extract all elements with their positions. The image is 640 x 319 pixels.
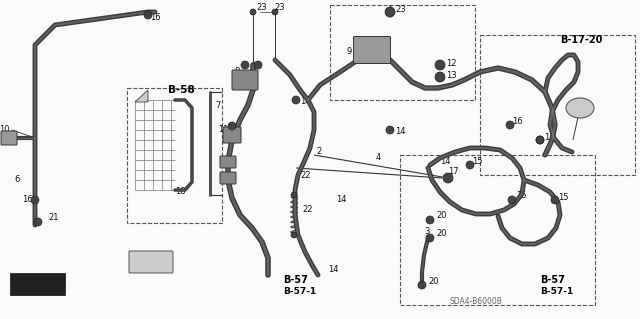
Text: 20: 20 (428, 278, 438, 286)
Text: 20: 20 (436, 229, 447, 239)
Text: 14: 14 (395, 128, 406, 137)
Text: 23: 23 (395, 5, 406, 14)
FancyBboxPatch shape (232, 70, 258, 90)
Circle shape (536, 136, 544, 144)
Circle shape (272, 9, 278, 15)
Circle shape (466, 161, 474, 169)
FancyArrowPatch shape (49, 282, 63, 293)
Circle shape (250, 9, 256, 15)
Bar (480, 35, 635, 175)
FancyBboxPatch shape (220, 156, 236, 168)
Text: 19: 19 (218, 158, 228, 167)
Circle shape (508, 196, 516, 204)
Text: B-57: B-57 (540, 275, 565, 285)
Circle shape (291, 232, 297, 238)
Text: 1: 1 (148, 254, 153, 263)
Text: 14: 14 (328, 265, 339, 275)
Text: 15: 15 (472, 158, 483, 167)
Text: B-17-20: B-17-20 (560, 35, 602, 45)
Text: 23: 23 (256, 4, 267, 12)
Bar (127, 88, 222, 223)
Circle shape (292, 96, 300, 104)
Text: 14: 14 (336, 196, 346, 204)
Text: 21: 21 (48, 213, 58, 222)
Text: 6: 6 (14, 175, 19, 184)
Text: B-57: B-57 (283, 275, 308, 285)
Text: 22: 22 (300, 170, 310, 180)
Text: SDA4-B6000B: SDA4-B6000B (450, 298, 503, 307)
Text: B-57-1: B-57-1 (540, 287, 573, 296)
Circle shape (506, 121, 514, 129)
Ellipse shape (566, 98, 594, 118)
Text: 13: 13 (446, 71, 456, 80)
Circle shape (551, 196, 559, 204)
Circle shape (386, 126, 394, 134)
Text: 5: 5 (582, 108, 588, 116)
FancyBboxPatch shape (223, 127, 241, 143)
Text: 14: 14 (440, 158, 451, 167)
Text: 8: 8 (235, 68, 240, 77)
Circle shape (426, 234, 434, 242)
Text: 16: 16 (22, 196, 33, 204)
Text: 2: 2 (316, 147, 321, 157)
Circle shape (144, 11, 152, 19)
Circle shape (435, 60, 445, 70)
Bar (330, 5, 475, 100)
FancyBboxPatch shape (220, 172, 236, 184)
Text: 17: 17 (448, 167, 459, 176)
Circle shape (34, 218, 42, 226)
Circle shape (443, 173, 453, 183)
Circle shape (435, 72, 445, 82)
Text: 4: 4 (376, 153, 381, 162)
Text: 20: 20 (436, 211, 447, 220)
Circle shape (291, 192, 297, 198)
Text: 10: 10 (0, 125, 10, 135)
Circle shape (31, 196, 39, 204)
Text: 11: 11 (218, 125, 228, 135)
Text: 22: 22 (302, 205, 312, 214)
FancyBboxPatch shape (129, 251, 173, 273)
Circle shape (385, 7, 395, 17)
Circle shape (536, 136, 544, 144)
Circle shape (418, 281, 426, 289)
Text: 14: 14 (544, 133, 554, 143)
Text: 19: 19 (218, 174, 228, 182)
Text: 16: 16 (512, 117, 523, 127)
Text: 23: 23 (274, 4, 285, 12)
Text: 3: 3 (424, 227, 430, 236)
Text: 9: 9 (347, 48, 352, 56)
Text: 7: 7 (215, 101, 220, 110)
Text: B-58: B-58 (168, 85, 195, 95)
Polygon shape (135, 90, 148, 102)
Bar (400, 155, 595, 305)
Text: 15: 15 (558, 192, 568, 202)
Text: 15: 15 (516, 191, 527, 201)
FancyBboxPatch shape (353, 36, 390, 63)
Circle shape (254, 61, 262, 69)
Text: FR.: FR. (28, 280, 46, 290)
Text: 14: 14 (300, 98, 310, 107)
Text: 16: 16 (150, 13, 161, 23)
Text: 12: 12 (446, 58, 456, 68)
Circle shape (241, 61, 249, 69)
Circle shape (228, 122, 236, 130)
FancyBboxPatch shape (10, 273, 65, 295)
FancyBboxPatch shape (1, 131, 17, 145)
Text: 18: 18 (175, 188, 186, 197)
Circle shape (426, 216, 434, 224)
Text: B-57-1: B-57-1 (283, 287, 316, 296)
